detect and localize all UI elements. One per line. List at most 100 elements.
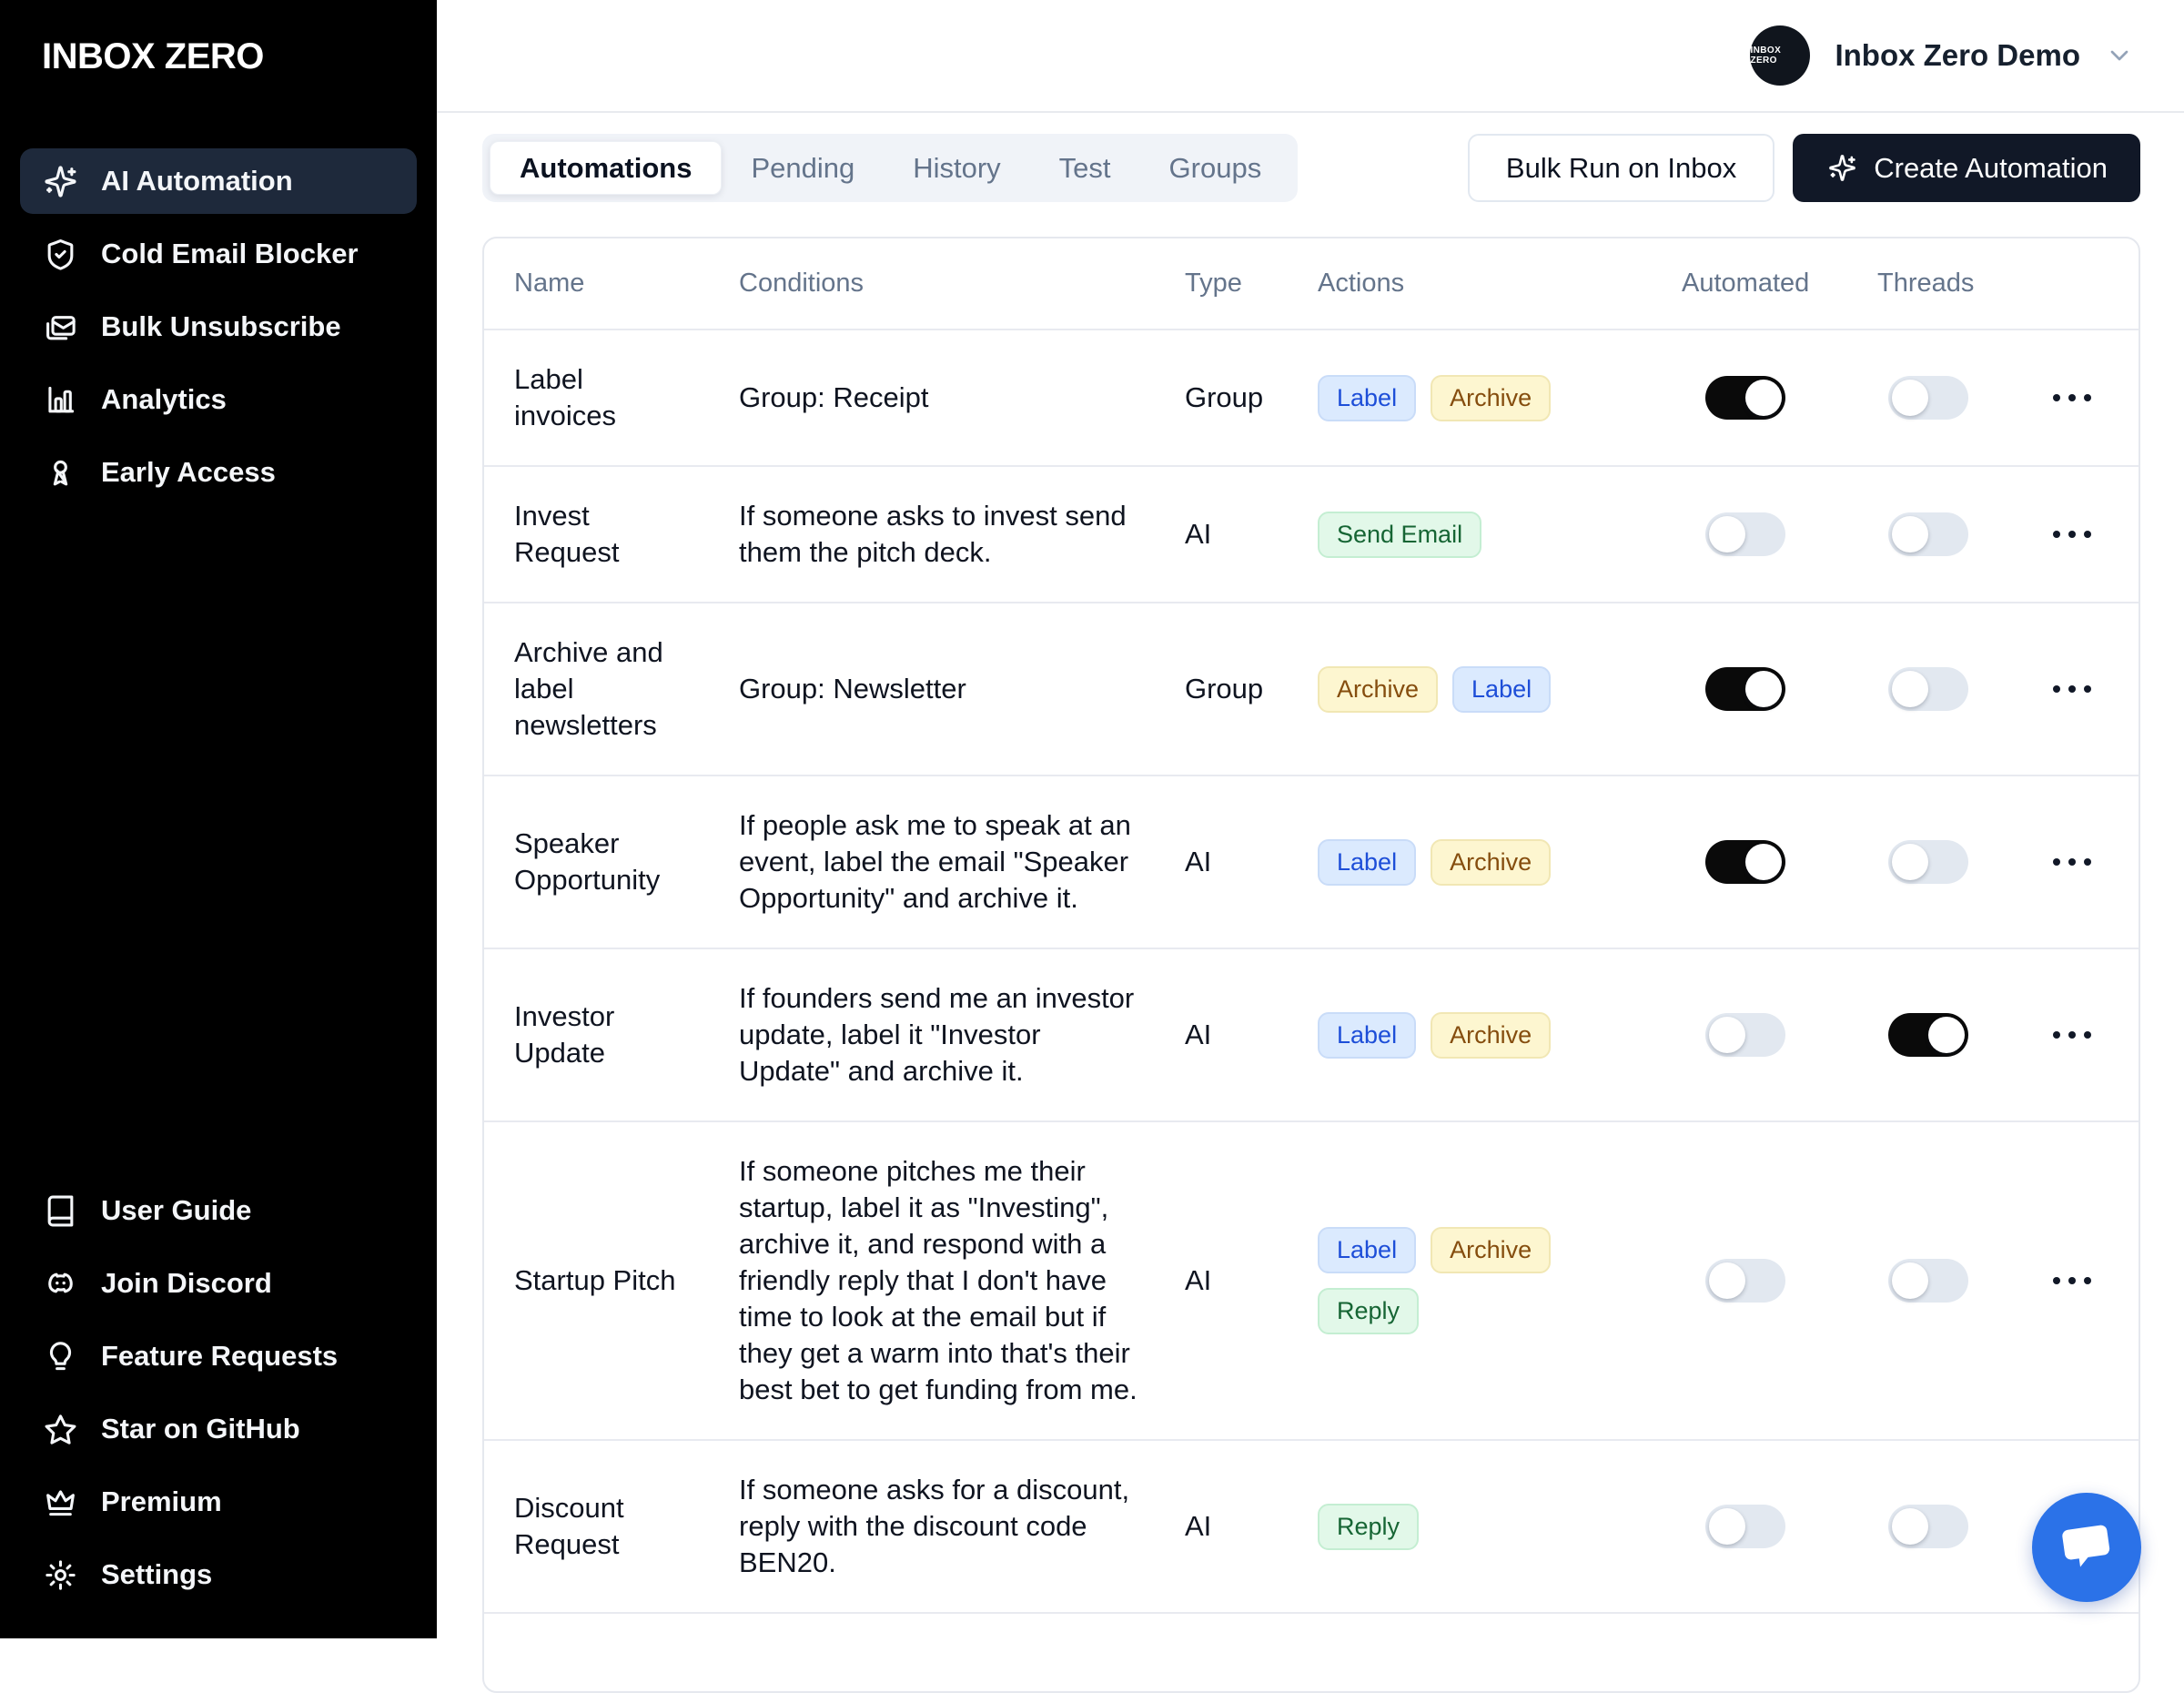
toggle-knob [1745,380,1782,416]
toggle-knob [1709,1017,1745,1053]
tab-history[interactable]: History [913,151,1001,184]
sidebar-item-label: Star on GitHub [101,1413,300,1445]
sidebar-item-label: Analytics [101,383,227,415]
sidebar-item-premium[interactable]: Premium [20,1469,417,1535]
create-automation-button[interactable]: Create Automation [1793,134,2140,202]
automations-table-card: Name Conditions Type Actions Automated Thread… [482,237,2140,1693]
tab-groups[interactable]: Groups [1168,151,1262,184]
sidebar-item-label: Join Discord [101,1267,272,1299]
sidebar-item-star-on-github[interactable]: Star on GitHub [20,1396,417,1462]
rule-type: AI [1185,948,1318,1122]
column-header-actions: Actions [1318,238,1682,330]
row-menu-button[interactable] [2041,1268,2102,1293]
toggle-knob [1745,844,1782,880]
table-body: Label invoices Group: Receipt Group Labe… [484,329,2138,1614]
star-icon [44,1413,77,1446]
sidebar-item-cold-email-blocker[interactable]: Cold Email Blocker [20,221,417,287]
rule-conditions: Group: Receipt [739,329,1185,467]
automated-toggle[interactable] [1705,667,1785,711]
automated-toggle[interactable] [1705,376,1785,420]
chat-bubble-icon [2057,1517,2117,1577]
rule-type: AI [1185,1121,1318,1441]
tab-test[interactable]: Test [1058,151,1111,184]
threads-toggle[interactable] [1888,840,1968,884]
action-badges: Label Archive [1318,838,1645,886]
toggle-knob [1892,1262,1928,1299]
sparkles-icon [44,165,77,198]
rule-name: Investor Update [484,948,739,1122]
sidebar-item-join-discord[interactable]: Join Discord [20,1251,417,1316]
sidebar-item-user-guide[interactable]: User Guide [20,1178,417,1243]
sidebar-item-feature-requests[interactable]: Feature Requests [20,1323,417,1389]
threads-toggle[interactable] [1888,1259,1968,1303]
action-badge-archive: Archive [1431,1011,1552,1059]
row-menu-button[interactable] [2041,849,2102,875]
threads-toggle[interactable] [1888,376,1968,420]
column-header-threads: Threads [1877,238,2041,330]
action-badge-archive: Archive [1318,665,1439,713]
threads-toggle[interactable] [1888,512,1968,556]
chat-widget-button[interactable] [2032,1493,2141,1602]
top-bar: INBOX ZERO Inbox Zero Demo [437,0,2184,113]
row-menu-button[interactable] [2041,385,2102,411]
account-menu[interactable]: INBOX ZERO Inbox Zero Demo [1750,25,2134,86]
rule-name: Archive and label newsletters [484,603,739,776]
sidebar-item-early-access[interactable]: Early Access [20,440,417,505]
automated-toggle[interactable] [1705,1013,1785,1057]
toggle-knob [1709,516,1745,553]
action-badge-label: Label [1318,1227,1417,1273]
rule-type: Group [1185,603,1318,776]
threads-toggle[interactable] [1888,667,1968,711]
automated-toggle[interactable] [1705,840,1785,884]
tab-pending[interactable]: Pending [751,151,855,184]
rule-type: Group [1185,329,1318,467]
threads-toggle[interactable] [1888,1013,1968,1057]
main-area: INBOX ZERO Inbox Zero Demo Automations Pe… [437,0,2184,1693]
crown-icon [44,1485,77,1519]
action-badges: Archive Label [1318,665,1645,713]
automated-toggle[interactable] [1705,1505,1785,1548]
book-icon [44,1194,77,1228]
automated-toggle[interactable] [1705,512,1785,556]
action-badges: Reply [1318,1503,1645,1550]
rule-conditions: If someone asks for a discount, reply wi… [739,1440,1185,1614]
action-badge-archive: Archive [1431,374,1552,421]
sidebar-nav-main: AI Automation Cold Email Blocker Bulk Un… [0,148,437,512]
sparkles-icon [1825,151,1859,185]
toolbar-actions: Bulk Run on Inbox Create Automation [1467,134,2140,202]
rule-name: Speaker Opportunity [484,776,739,949]
sidebar-item-label: User Guide [101,1194,252,1226]
rule-conditions: Group: Newsletter [739,603,1185,776]
table-row: Label invoices Group: Receipt Group Labe… [484,329,2138,467]
sidebar-item-ai-automation[interactable]: AI Automation [20,148,417,214]
row-menu-button[interactable] [2041,522,2102,547]
tab-bar: Automations Pending History Test Groups [482,134,1299,202]
action-badge-send-email: Send Email [1318,511,1482,558]
action-badges: Label Archive Reply [1318,1227,1645,1334]
sidebar-item-analytics[interactable]: Analytics [20,367,417,432]
row-menu-button[interactable] [2041,1022,2102,1048]
threads-toggle[interactable] [1888,1505,1968,1548]
app-logo: INBOX ZERO [42,36,264,76]
bulk-run-button[interactable]: Bulk Run on Inbox [1467,134,1775,202]
sidebar-item-label: Cold Email Blocker [101,238,359,269]
discord-icon [44,1267,77,1301]
create-automation-label: Create Automation [1874,151,2108,184]
sidebar-item-settings[interactable]: Settings [20,1542,417,1607]
table-row: Speaker Opportunity If people ask me to … [484,776,2138,949]
toggle-knob [1892,516,1928,553]
shield-check-icon [44,238,77,271]
rule-name: Label invoices [484,329,739,467]
action-badge-label: Label [1452,665,1552,713]
rule-conditions: If someone pitches me their startup, lab… [739,1121,1185,1441]
automated-toggle[interactable] [1705,1259,1785,1303]
column-header-menu [2041,238,2138,330]
tab-automations[interactable]: Automations [490,141,723,195]
lightbulb-icon [44,1340,77,1374]
row-menu-button[interactable] [2041,676,2102,702]
rule-conditions: If someone asks to invest send them the … [739,466,1185,603]
column-header-type: Type [1185,238,1318,330]
chevron-down-icon [2105,41,2134,70]
column-header-conditions: Conditions [739,238,1185,330]
sidebar-item-bulk-unsubscribe[interactable]: Bulk Unsubscribe [20,294,417,360]
